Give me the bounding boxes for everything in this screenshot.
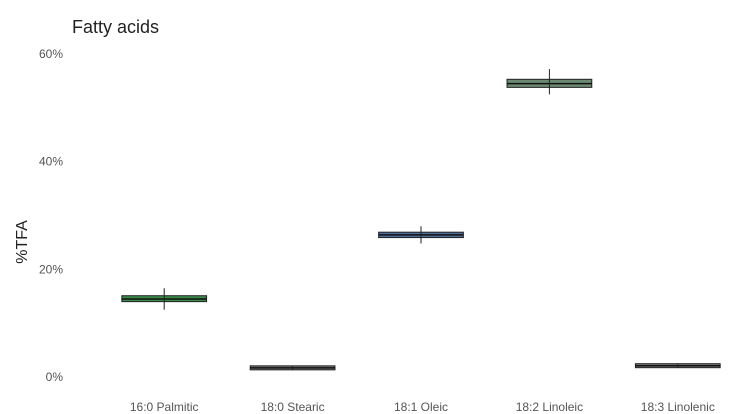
box-group (634, 363, 721, 369)
x-tick-label: 18:0 Stearic (261, 400, 325, 414)
x-tick-label: 16:0 Palmitic (130, 400, 199, 414)
boxes (121, 69, 721, 371)
y-tick-label: 0% (46, 370, 64, 384)
box-group (249, 365, 336, 371)
box-group (121, 288, 208, 310)
x-tick-label: 18:1 Oleic (394, 400, 448, 414)
y-tick-label: 20% (39, 262, 63, 276)
box-group (378, 226, 464, 244)
box-group (506, 69, 593, 95)
x-axis-ticks: 16:0 Palmitic 18:0 Stearic 18:1 Oleic 18:2 … (130, 400, 715, 414)
chart-title: Fatty acids (72, 17, 159, 37)
y-axis-label: %TFA (14, 220, 31, 264)
x-tick-label: 18:2 Linoleic (516, 400, 583, 414)
y-tick-label: 60% (39, 47, 63, 61)
x-tick-label: 18:3 Linolenic (641, 400, 715, 414)
y-axis-ticks: 0% 20% 40% 60% (39, 47, 63, 384)
y-tick-label: 40% (39, 155, 63, 169)
